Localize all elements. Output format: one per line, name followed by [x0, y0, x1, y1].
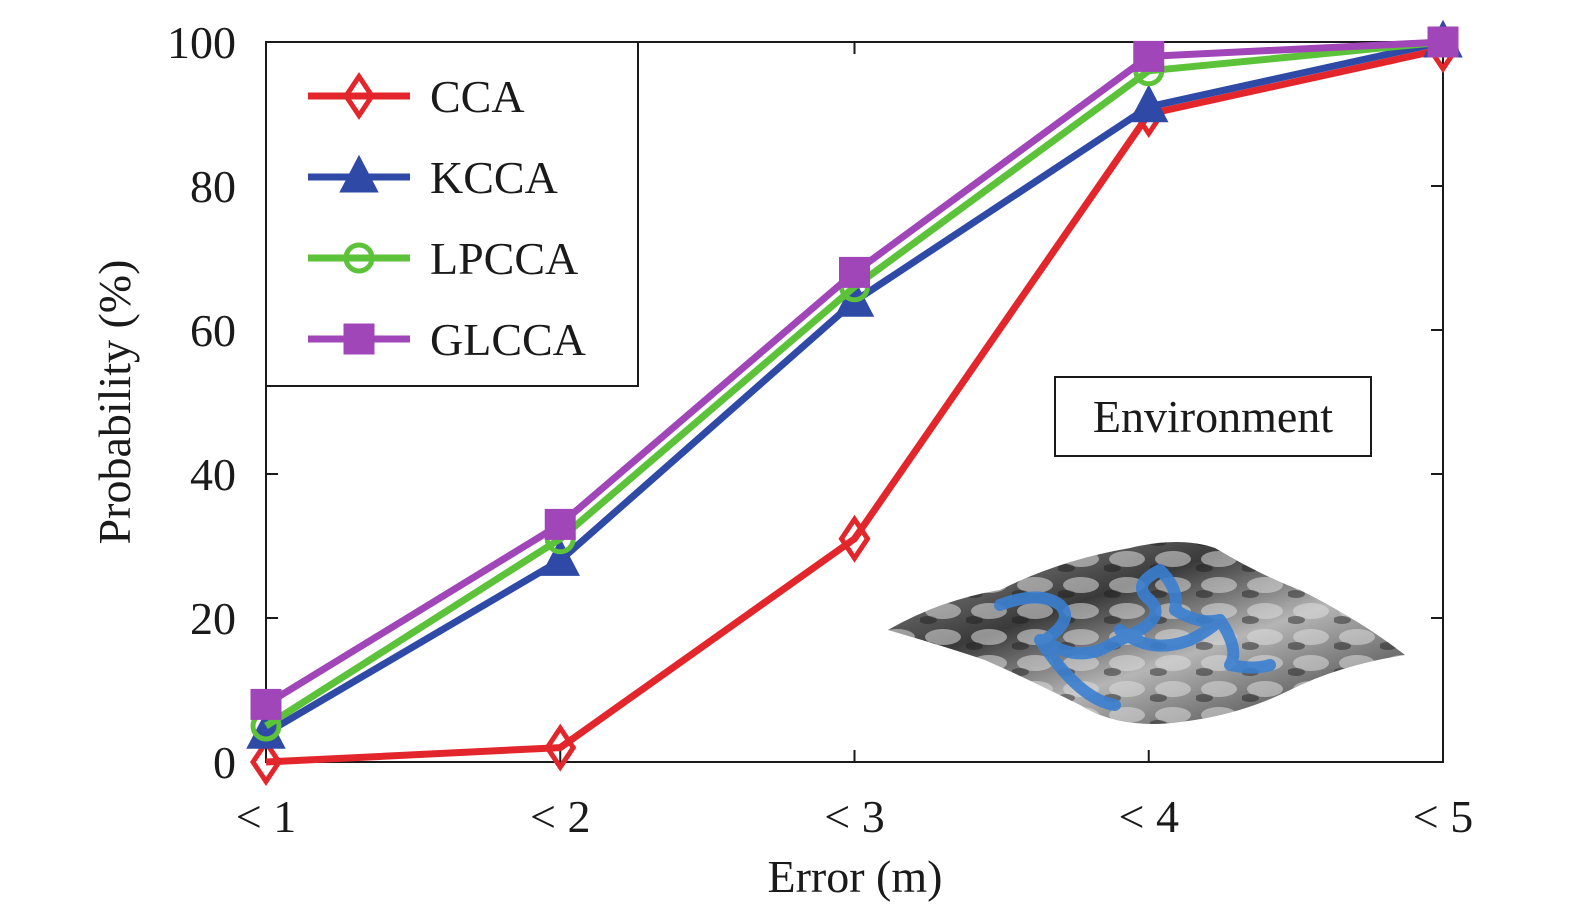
- x-tick-label-4: < 5: [1413, 791, 1473, 842]
- x-axis-label: Error (m): [768, 851, 943, 902]
- point-cca-0: [249, 737, 283, 787]
- legend-marker-glcca: [343, 323, 375, 355]
- legend-label-lpcca: LPCCA: [430, 233, 578, 284]
- y-tick-label-4: 80: [190, 161, 236, 212]
- terrain-inset-image: [888, 542, 1405, 724]
- point-glcca-4: [1427, 26, 1459, 58]
- ticks: 0 20 40 60 80 100 < 1 < 2 < 3 < 4 < 5: [167, 17, 1473, 842]
- legend-marker-kcca: [339, 154, 379, 193]
- legend-item-cca: CCA: [308, 71, 525, 122]
- legend: CCA KCCA LPCCA GLCCA: [265, 41, 639, 387]
- series-line-cca: [265, 45, 1444, 766]
- series-glcca: [250, 26, 1459, 720]
- y-tick-label-3: 60: [190, 305, 236, 356]
- x-tick-label-2: < 3: [824, 791, 884, 842]
- y-tick-label-5: 100: [167, 17, 236, 68]
- y-tick-label-2: 40: [190, 449, 236, 500]
- legend-item-lpcca: LPCCA: [308, 233, 578, 284]
- legend-label-cca: CCA: [430, 71, 525, 122]
- y-tick-label-1: 20: [190, 593, 236, 644]
- legend-label-glcca: GLCCA: [430, 314, 586, 365]
- x-tick-label-1: < 2: [530, 791, 590, 842]
- x-tick-label-3: < 4: [1119, 791, 1179, 842]
- point-cca-2: [838, 514, 871, 563]
- annotation-text: Environment: [1093, 391, 1333, 442]
- legend-label-kcca: KCCA: [430, 152, 558, 203]
- point-glcca-2: [839, 256, 870, 288]
- environment-annotation: Environment: [1054, 376, 1372, 457]
- legend-marker-cca: [342, 71, 376, 121]
- point-kcca-1: [540, 538, 580, 576]
- point-glcca-0: [250, 688, 282, 720]
- point-glcca-1: [544, 508, 576, 540]
- series-lines: [246, 19, 1463, 787]
- point-glcca-3: [1133, 40, 1165, 72]
- legend-marker-lpcca: [343, 242, 375, 274]
- annotation-box: [1054, 376, 1372, 457]
- point-cca-1: [544, 723, 577, 772]
- legend-item-glcca: GLCCA: [308, 314, 586, 365]
- x-tick-label-0: < 1: [236, 791, 296, 842]
- y-tick-label-0: 0: [213, 737, 236, 788]
- legend-item-kcca: KCCA: [308, 152, 558, 203]
- point-kcca-3: [1129, 84, 1169, 123]
- y-axis-label: Probability (%): [89, 260, 140, 545]
